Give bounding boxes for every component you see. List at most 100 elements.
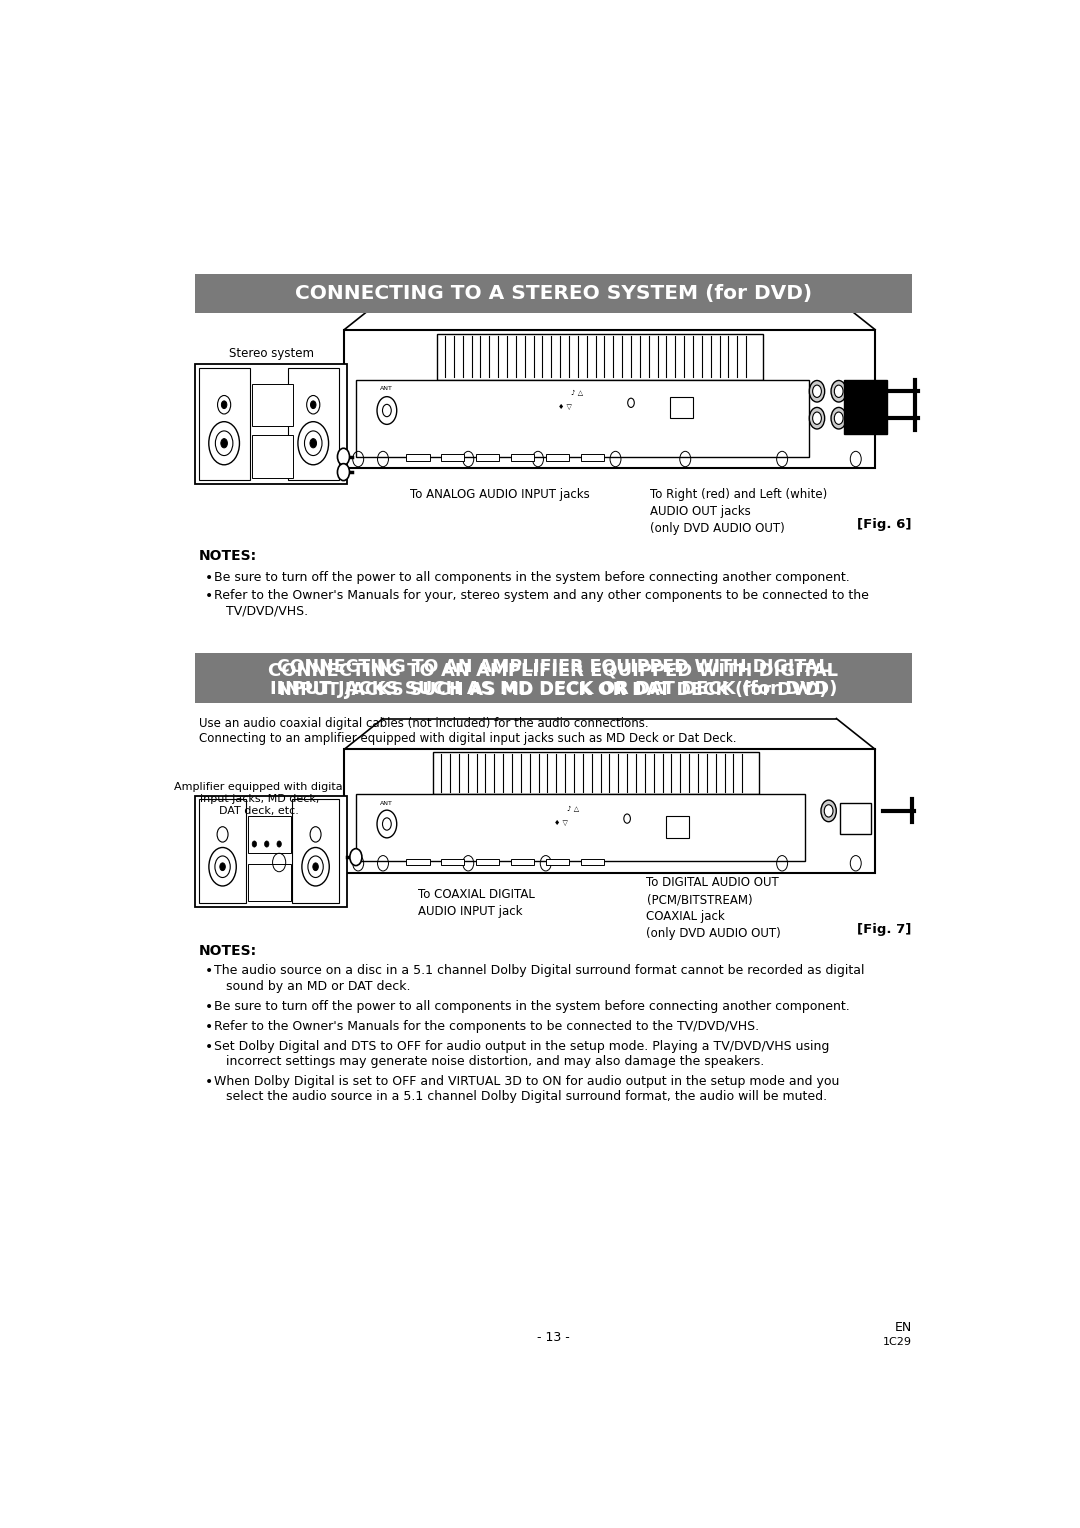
- Text: ♦ ▽: ♦ ▽: [558, 403, 572, 410]
- Text: 1C29: 1C29: [882, 1337, 912, 1346]
- Circle shape: [350, 848, 362, 865]
- Bar: [441, 859, 464, 865]
- Text: Refer to the Owner's Manuals for your, stereo system and any other components to: Refer to the Owner's Manuals for your, s…: [214, 590, 869, 602]
- Text: •: •: [205, 999, 213, 1013]
- Circle shape: [337, 448, 350, 465]
- Circle shape: [313, 863, 319, 871]
- Bar: [433, 752, 759, 795]
- Text: •: •: [205, 1039, 213, 1054]
- Text: CONNECTING TO AN AMPLIFIER EQUIPPED WITH DIGITAL: CONNECTING TO AN AMPLIFIER EQUIPPED WITH…: [269, 662, 838, 680]
- Bar: [345, 749, 875, 872]
- Bar: [252, 384, 293, 426]
- Text: CONNECTING TO AN AMPLIFIER EQUIPPED WITH DIGITAL: CONNECTING TO AN AMPLIFIER EQUIPPED WITH…: [278, 659, 829, 675]
- Circle shape: [821, 801, 836, 822]
- Text: •: •: [205, 964, 213, 978]
- Circle shape: [809, 380, 825, 402]
- Bar: [545, 454, 569, 460]
- Text: Stereo system: Stereo system: [229, 347, 313, 361]
- Bar: [248, 863, 291, 902]
- Text: sound by an MD or DAT deck.: sound by an MD or DAT deck.: [227, 979, 411, 993]
- Text: •: •: [205, 590, 213, 604]
- Circle shape: [809, 408, 825, 429]
- Text: When Dolby Digital is set to OFF and VIRTUAL 3D to ON for audio output in the se: When Dolby Digital is set to OFF and VIR…: [214, 1076, 839, 1088]
- Text: The audio source on a disc in a 5.1 channel Dolby Digital surround format cannot: The audio source on a disc in a 5.1 chan…: [214, 964, 865, 976]
- Bar: [248, 816, 291, 853]
- Bar: [345, 330, 875, 468]
- Text: Connecting to an amplifier equipped with digital input jacks such as MD Deck or : Connecting to an amplifier equipped with…: [199, 732, 737, 746]
- Text: ANT: ANT: [380, 387, 393, 391]
- Bar: [670, 397, 693, 419]
- Text: To ANALOG AUDIO INPUT jacks: To ANALOG AUDIO INPUT jacks: [410, 487, 590, 501]
- Circle shape: [831, 408, 847, 429]
- Bar: [441, 454, 464, 460]
- Text: ♪ △: ♪ △: [570, 390, 583, 396]
- Text: Be sure to turn off the power to all components in the system before connecting : Be sure to turn off the power to all com…: [214, 999, 850, 1013]
- Text: ANT: ANT: [380, 801, 393, 805]
- Bar: [195, 652, 912, 703]
- Circle shape: [265, 840, 269, 847]
- Circle shape: [812, 385, 822, 397]
- Circle shape: [220, 863, 226, 871]
- Text: select the audio source in a 5.1 channel Dolby Digital surround format, the audi: select the audio source in a 5.1 channel…: [227, 1091, 827, 1103]
- Bar: [666, 816, 689, 837]
- Bar: [545, 859, 569, 865]
- Bar: [356, 380, 809, 457]
- Circle shape: [824, 805, 833, 817]
- Circle shape: [221, 400, 227, 408]
- Circle shape: [276, 840, 282, 847]
- Text: ♪ △: ♪ △: [567, 805, 579, 811]
- Text: EN: EN: [894, 1322, 912, 1334]
- Text: To COAXIAL DIGITAL
AUDIO INPUT jack: To COAXIAL DIGITAL AUDIO INPUT jack: [418, 888, 535, 918]
- Text: [Fig. 7]: [Fig. 7]: [858, 923, 912, 935]
- Bar: [200, 368, 249, 480]
- Bar: [288, 368, 339, 480]
- Text: [Fig. 6]: [Fig. 6]: [858, 518, 912, 532]
- Bar: [200, 799, 246, 903]
- Circle shape: [831, 380, 847, 402]
- Circle shape: [835, 413, 843, 425]
- Text: input jacks, MD deck,: input jacks, MD deck,: [200, 795, 319, 804]
- Bar: [356, 795, 806, 860]
- Bar: [195, 796, 347, 908]
- Bar: [845, 380, 887, 434]
- Bar: [840, 804, 872, 834]
- Bar: [195, 652, 912, 703]
- Circle shape: [311, 400, 316, 408]
- Bar: [195, 274, 912, 313]
- Bar: [581, 454, 604, 460]
- Bar: [476, 454, 499, 460]
- Bar: [293, 799, 339, 903]
- Bar: [581, 859, 604, 865]
- Circle shape: [812, 413, 822, 425]
- Text: NOTES:: NOTES:: [199, 944, 257, 958]
- Circle shape: [835, 385, 843, 397]
- Text: To Right (red) and Left (white)
AUDIO OUT jacks
(only DVD AUDIO OUT): To Right (red) and Left (white) AUDIO OU…: [650, 487, 827, 535]
- Text: •: •: [205, 1076, 213, 1089]
- Text: Refer to the Owner's Manuals for the components to be connected to the TV/DVD/VH: Refer to the Owner's Manuals for the com…: [214, 1019, 759, 1033]
- Text: Amplifier equipped with digital: Amplifier equipped with digital: [174, 782, 346, 792]
- Circle shape: [310, 439, 316, 448]
- Text: TV/DVD/VHS.: TV/DVD/VHS.: [227, 605, 309, 617]
- Text: •: •: [205, 570, 213, 585]
- Bar: [476, 859, 499, 865]
- Text: To DIGITAL AUDIO OUT
(PCM/BITSTREAM)
COAXIAL jack
(only DVD AUDIO OUT): To DIGITAL AUDIO OUT (PCM/BITSTREAM) COA…: [647, 877, 781, 940]
- Text: Use an audio coaxial digital cables (not included) for the audio connections.: Use an audio coaxial digital cables (not…: [199, 717, 648, 730]
- Text: Be sure to turn off the power to all components in the system before connecting : Be sure to turn off the power to all com…: [214, 570, 850, 584]
- Bar: [252, 435, 293, 477]
- Text: Set Dolby Digital and DTS to OFF for audio output in the setup mode. Playing a T: Set Dolby Digital and DTS to OFF for aud…: [214, 1039, 829, 1053]
- Bar: [406, 859, 430, 865]
- Circle shape: [252, 840, 257, 847]
- Text: •: •: [205, 1019, 213, 1033]
- Text: INPUT JACKS SUCH AS MD DECK OR DAT DECK (for DVD): INPUT JACKS SUCH AS MD DECK OR DAT DECK …: [270, 680, 837, 698]
- Bar: [437, 333, 762, 380]
- Circle shape: [337, 463, 350, 481]
- Bar: [511, 454, 535, 460]
- Bar: [511, 859, 535, 865]
- Bar: [406, 454, 430, 460]
- Text: NOTES:: NOTES:: [199, 549, 257, 564]
- Text: CONNECTING TO A STEREO SYSTEM (for DVD): CONNECTING TO A STEREO SYSTEM (for DVD): [295, 284, 812, 303]
- Text: ♦ ▽: ♦ ▽: [554, 819, 568, 825]
- Circle shape: [220, 439, 228, 448]
- Text: incorrect settings may generate noise distortion, and may also damage the speake: incorrect settings may generate noise di…: [227, 1054, 765, 1068]
- Bar: [195, 364, 347, 484]
